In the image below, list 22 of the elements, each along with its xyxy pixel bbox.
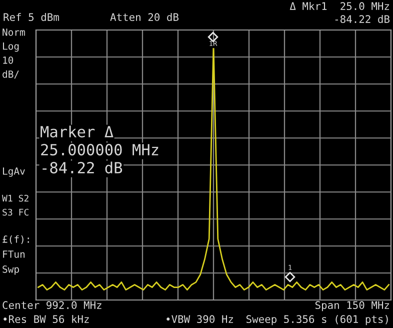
text: Swp [2,265,19,275]
text: 10 [3,56,14,64]
text: •VBW 390 Hz [166,315,234,324]
text: Span 150 MHz [315,301,390,312]
text: Sweep 5.356 s (601 pts) [246,315,388,326]
text: Ref 5 dBm [4,12,59,22]
text: -84.22 dB [335,14,390,24]
text: •Res BW 56 kHz [4,314,89,324]
annotation: 25.000000 MHz [41,144,158,156]
text: Log [3,42,19,52]
text: S3 FC [2,208,28,216]
text: Center 992.0 MHz [2,301,102,310]
text: W1 S2 [2,194,28,202]
text: Atten 20 dB [110,12,178,22]
text: £(f): [2,235,29,244]
text: Δ Mkr1 25.0 MHz [290,2,390,10]
text: Norm [2,28,25,36]
annotation: Marker Δ [40,126,114,138]
text: dB/ [2,70,19,79]
annotation: -84.22 dB [42,162,122,174]
text: LgAv [3,168,25,177]
text: FTun [3,250,25,258]
